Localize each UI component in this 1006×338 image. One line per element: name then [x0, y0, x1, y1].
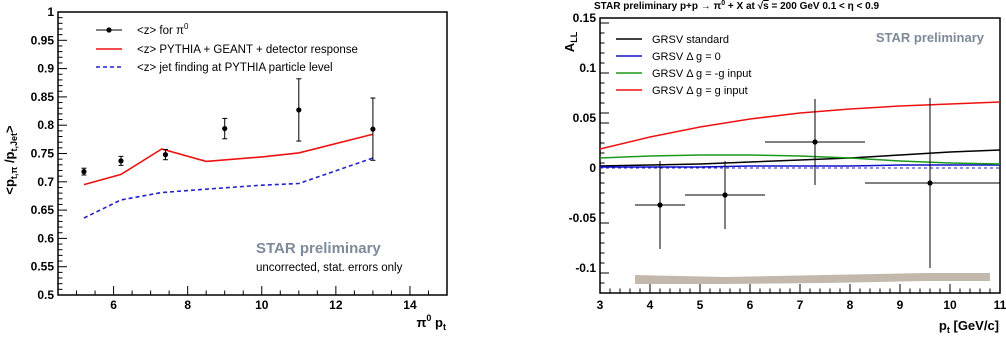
left-x-tick-label: 14: [403, 298, 417, 312]
right-legend-entry-black: GRSV standard: [652, 34, 729, 46]
right-y-tick-label: 0.05: [573, 111, 597, 125]
right-x-tick-label: 3: [597, 298, 604, 312]
right-y-tick-label: -0.05: [569, 211, 597, 225]
right-xlabel-base: p: [939, 318, 947, 333]
left-data-point: [81, 169, 87, 175]
right-data-point: [927, 180, 933, 186]
left-xlabel-sub: t: [443, 322, 446, 332]
right-legend: GRSV standard GRSV Δ g = 0 GRSV Δ g = -g…: [616, 34, 751, 97]
right-xlabel-rest: [GeV/c]: [950, 318, 999, 333]
right-x-tick-label: 9: [897, 298, 904, 312]
right-ylabel: ALL: [562, 31, 579, 52]
left-y-tick-label: 0.6: [37, 231, 54, 245]
right-title: STAR preliminary p+p → π0 + X at √s = 20…: [594, 0, 879, 12]
right-systematic-band: [635, 273, 990, 284]
left-xlabel-sup: 0: [426, 313, 431, 323]
left-x-tick-label: 12: [329, 298, 343, 312]
left-xlabel: π0 pt: [416, 313, 446, 332]
right-curve-1: [600, 164, 1000, 168]
left-data-point: [222, 125, 228, 132]
right-title-s: s: [763, 1, 769, 12]
left-ylabel-sub1: t,π: [9, 167, 19, 179]
left-data-point: [162, 152, 169, 158]
right-series-group: [599, 98, 1001, 268]
left-y-tick-label: 0.55: [31, 260, 55, 274]
left-y-tick-label: 0.9: [37, 62, 54, 76]
left-y-tick-label: 0.85: [31, 90, 55, 104]
left-legend-entry-blue: <z> jet finding at PYTHIA particle level: [137, 62, 333, 74]
right-data-point: [657, 202, 663, 208]
right-title-pre: STAR preliminary p+p → π: [594, 1, 722, 12]
right-legend-entry-red: GRSV Δ g = g input: [652, 85, 748, 97]
right-curve-0: [599, 149, 1001, 167]
right-x-tick-label: 5: [697, 298, 704, 312]
right-chart-all: STAR preliminary p+p → π0 + X at √s = 20…: [562, 0, 1006, 335]
right-data-point: [812, 139, 818, 145]
left-y-tick-label: 0.8: [37, 118, 54, 132]
left-xlabel-base: π: [416, 315, 426, 330]
right-y-tick-label: 0: [589, 161, 596, 175]
right-ylabel-sub: LL: [569, 31, 579, 42]
right-x-tick-label: 6: [747, 298, 754, 312]
left-legend-points-sup: 0: [184, 22, 189, 31]
right-curve-3: [599, 101, 1001, 150]
right-axis-ticks: 3 4 5 6 7 8 9 10 11 -0.1 -0.05 0 0.05 0.1 0.15: [569, 11, 1006, 312]
right-title-end: = 200 GeV 0.1 < η < 0.9: [769, 1, 880, 12]
left-x-tick-label: 8: [184, 298, 191, 312]
left-legend-entry-red: <z> PYTHIA + GEANT + detector response: [137, 44, 358, 56]
left-ylabel: <pt,π /pt,Jet>: [2, 125, 19, 195]
right-ylabel-base: A: [562, 42, 577, 52]
left-xlabel-rest: p: [431, 315, 443, 330]
left-ylabel-main: <p: [2, 179, 17, 195]
left-y-tick-label: 0.7: [37, 175, 54, 189]
right-data-point: [722, 192, 728, 198]
right-xlabel: pt [GeV/c]: [939, 318, 999, 335]
right-x-tick-label: 10: [943, 298, 957, 312]
left-preliminary-label: STAR preliminary: [256, 240, 381, 257]
right-xlabel-sub: t: [947, 325, 950, 335]
left-y-tick-label: 1: [47, 5, 54, 19]
left-series-line-1: [83, 133, 374, 186]
left-series-line-2: [83, 157, 374, 219]
right-x-tick-label: 11: [994, 298, 1006, 312]
right-title-root: √: [758, 1, 764, 12]
left-x-tick-label: 6: [110, 298, 117, 312]
left-data-point: [370, 126, 376, 132]
right-title-mid: + X at: [725, 1, 758, 12]
right-legend-entry-blue: GRSV Δ g = 0: [652, 51, 721, 63]
right-x-tick-label: 4: [647, 298, 654, 312]
left-y-tick-label: 0.5: [37, 288, 54, 302]
right-systematic-band-group: [635, 273, 990, 284]
left-y-tick-label: 0.75: [31, 147, 55, 161]
right-curve-2: [599, 154, 1001, 165]
right-legend-entry-green: GRSV Δ g = -g input: [652, 68, 751, 80]
left-x-tick-label: 10: [255, 298, 269, 312]
left-y-tick-label: 0.65: [31, 203, 55, 217]
right-title-sup: 0: [721, 0, 725, 7]
left-ylabel-mid: /p: [2, 151, 17, 166]
left-series-group: [81, 78, 376, 219]
right-x-tick-label: 7: [797, 298, 804, 312]
left-chart-zfraction: 6 8 10 12 140.50.550.60.650.70.750.80.850.90…: [2, 5, 448, 332]
left-legend-marker-dot: [106, 27, 112, 33]
left-ylabel-sub2: t,Jet: [9, 133, 19, 152]
left-data-point: [296, 107, 302, 113]
right-x-tick-label: 8: [847, 298, 854, 312]
right-y-tick-label: 0.15: [573, 11, 597, 25]
right-y-tick-label: 0.1: [579, 61, 596, 75]
left-legend-points-text: <z> for π: [137, 25, 184, 37]
left-ylabel-end: >: [2, 125, 17, 133]
left-legend: <z> for π0 <z> PYTHIA + GEANT + detector…: [96, 22, 358, 74]
right-y-tick-label: -0.1: [575, 261, 596, 275]
left-note-label: uncorrected, stat. errors only: [256, 262, 403, 274]
left-y-tick-label: 0.95: [31, 33, 55, 47]
right-preliminary-label: STAR preliminary: [876, 30, 985, 45]
left-data-point: [118, 158, 124, 164]
left-axis-ticks: 6 8 10 12 140.50.550.60.650.70.750.80.850.90…: [31, 5, 448, 312]
left-legend-entry-points: <z> for π0: [137, 22, 189, 37]
